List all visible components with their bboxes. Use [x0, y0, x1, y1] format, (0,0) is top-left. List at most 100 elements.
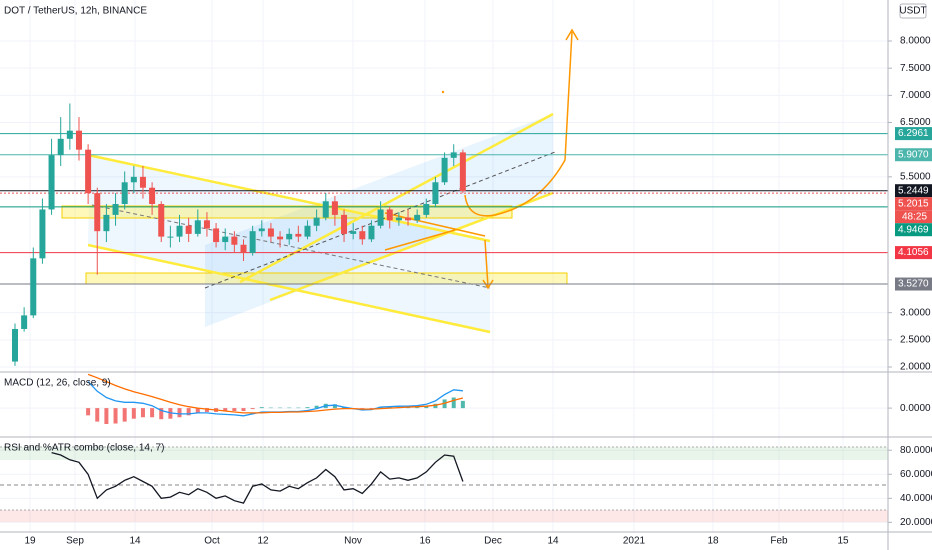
price-label: 6.2961 [898, 128, 929, 139]
candle-body [423, 204, 430, 215]
x-tick-label: Oct [204, 536, 220, 547]
y-tick-label: 8.0000 [900, 36, 931, 47]
x-tick-label: 16 [419, 536, 431, 547]
macd-histogram-bar [241, 408, 246, 411]
candle-body [377, 209, 384, 226]
candle-body [414, 214, 421, 221]
candle-body [158, 204, 165, 237]
rsi-band [0, 447, 888, 460]
candle-body [75, 130, 82, 150]
candle-body [112, 204, 119, 215]
triangle-line [384, 212, 486, 237]
macd-histogram-bar [131, 408, 136, 419]
y-tick-label: 40.0000 [900, 493, 932, 504]
candle-body [139, 176, 146, 188]
x-tick-label: 12 [257, 536, 269, 547]
dot [441, 90, 445, 94]
price-label-box [895, 223, 932, 237]
x-tick-label: 19 [24, 536, 36, 547]
macd-histogram-bar [259, 407, 264, 409]
x-tick-label: 14 [547, 536, 559, 547]
macd-histogram-bar [250, 408, 255, 410]
labels: DOT / TetherUS, 12h, BINANCE USDT MACD (… [4, 3, 927, 454]
trend-line [87, 243, 491, 334]
candle-body [459, 152, 466, 191]
macd-histogram-bar [86, 408, 91, 416]
candle-body [130, 176, 137, 183]
candle-body [121, 182, 128, 205]
zone [61, 205, 513, 219]
price-label-box [895, 197, 932, 211]
currency: USDT [899, 6, 926, 17]
macd-histogram-bar [232, 408, 237, 411]
candle-body [441, 157, 448, 183]
x-tick-label: 14 [129, 536, 141, 547]
candle-body [203, 220, 210, 229]
y-tick-label: 7.5000 [900, 63, 931, 74]
rsi-band [0, 510, 888, 522]
triangle-line [384, 229, 456, 251]
candle-body [149, 187, 156, 205]
countdown: 48:25 [902, 211, 927, 222]
candle-body [94, 193, 101, 232]
macd-histogram-bar [195, 408, 200, 413]
macd-histogram-bar [122, 408, 127, 422]
trend-line [269, 191, 554, 302]
candle-body [304, 225, 311, 237]
y-tick-label: 6.5000 [900, 117, 931, 128]
y-tick-label: 2.0000 [900, 362, 931, 373]
candle-body [322, 201, 329, 218]
price-label: 5.2449 [898, 185, 929, 196]
countdown-box [895, 210, 932, 224]
rsi-title: RSI and %ATR combo (close, 14, 7) [4, 443, 164, 454]
macd-title: MACD (12, 26, close, 9) [4, 378, 111, 389]
candle-body [48, 155, 55, 210]
x-tick-label: Nov [344, 536, 362, 547]
price-label: 4.1056 [898, 247, 929, 258]
macd-histogram-bar [177, 408, 182, 418]
macd-histogram-bar [204, 408, 209, 412]
candle-body [30, 258, 37, 316]
macd-histogram-bar [433, 403, 438, 409]
candle-body [341, 214, 348, 234]
x-tick-label: 15 [837, 536, 849, 547]
candle-body [176, 225, 183, 237]
candle-body [267, 228, 274, 237]
signal-line [87, 373, 464, 414]
candle-body [450, 152, 457, 158]
macd-histogram-bar [113, 408, 118, 424]
candle-body [249, 231, 256, 253]
projection-arrow [464, 31, 573, 217]
macd-histogram-bar [104, 408, 109, 424]
dashed-line [91, 204, 491, 289]
candle-body [21, 315, 28, 329]
price-label: 4.9469 [898, 224, 929, 235]
macd-histogram-bar [95, 408, 100, 422]
macd-histogram-bar [186, 408, 191, 416]
candle-body [231, 236, 238, 245]
macd-histogram-bar [150, 408, 155, 418]
y-tick-label: 7.0000 [900, 90, 931, 101]
candle-body [185, 225, 192, 234]
y-tick-label: 2.5000 [900, 334, 931, 345]
candle-body [222, 236, 229, 243]
macd-histogram-bar [451, 397, 456, 409]
candle-body [286, 233, 293, 240]
price-label: 3.5270 [898, 279, 929, 290]
x-tick-label: Feb [770, 536, 788, 547]
candle-body [240, 244, 247, 253]
macd-histogram-bar [424, 406, 429, 409]
price-label-box [895, 277, 932, 291]
y-tick-label: 0.0000 [900, 403, 931, 414]
candle-body [350, 231, 357, 234]
price-label-box [895, 127, 932, 141]
rsi-line [51, 451, 464, 504]
candle-body [277, 236, 284, 240]
candle-body [331, 201, 338, 215]
candle-body [295, 233, 302, 237]
candle-body [395, 217, 402, 221]
projection-arrow [482, 239, 494, 290]
arrow-head [565, 28, 579, 41]
